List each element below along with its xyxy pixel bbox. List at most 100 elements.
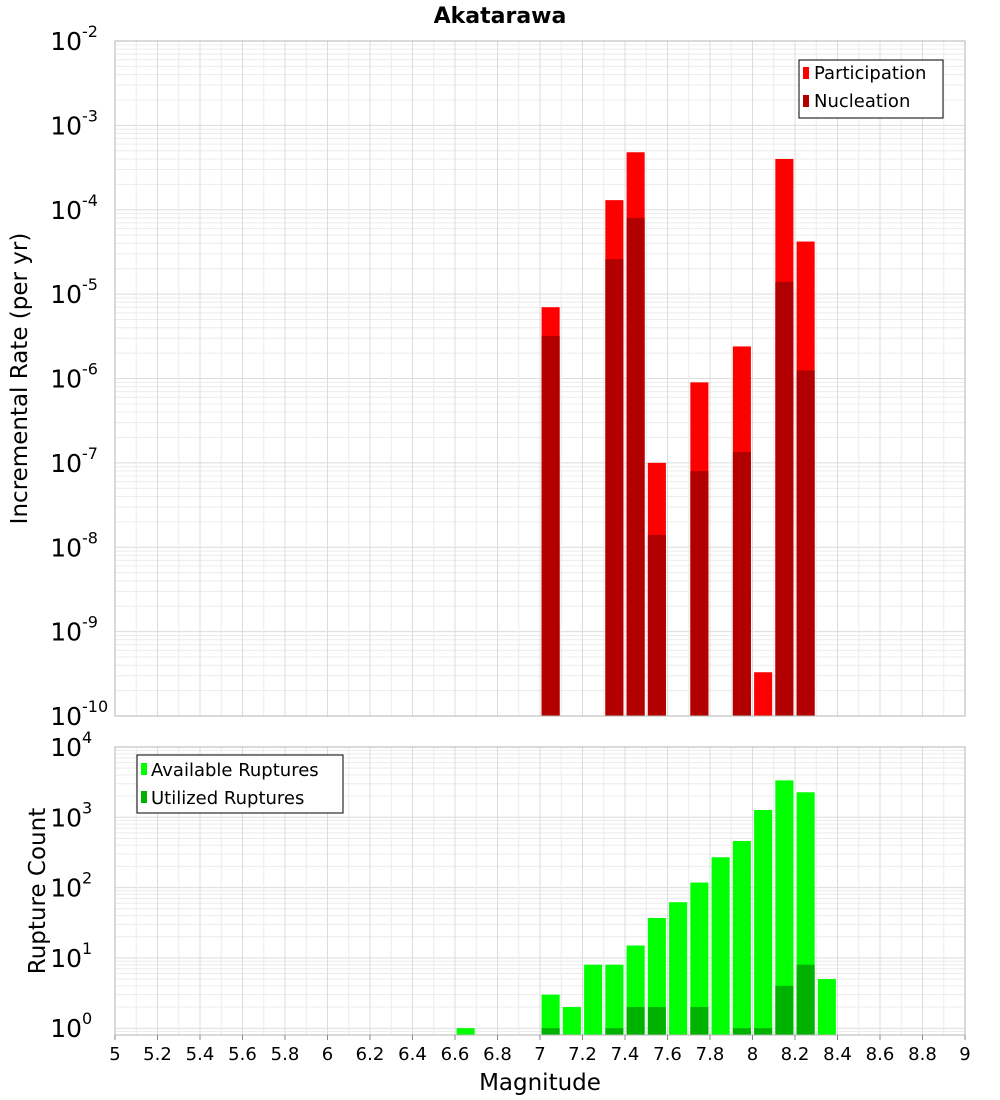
- y-tick-base: 10: [50, 874, 82, 903]
- y-tick-exponent: -5: [82, 275, 98, 294]
- y-tick-base: 10: [50, 618, 82, 647]
- y-tick-label: 10 0: [50, 1009, 92, 1043]
- y-tick-exponent: -6: [82, 360, 98, 379]
- x-tick-label: 8.8: [908, 1044, 937, 1065]
- y-tick-label: 10 -4: [50, 191, 98, 225]
- y-tick-base: 10: [50, 733, 82, 762]
- nucleation-bar: [732, 451, 751, 716]
- available-ruptures-bar: [775, 780, 794, 1035]
- y-tick-label: 10 -6: [50, 360, 98, 394]
- participation-legend-swatch: [803, 67, 809, 79]
- utilized-ruptures-bar: [626, 1007, 645, 1035]
- rate-plot-frame: [114, 40, 966, 717]
- chart-title: Akatarawa: [434, 4, 567, 29]
- nucleation-legend-label: Nucleation: [814, 91, 910, 112]
- y-tick-exponent: -4: [82, 191, 98, 210]
- available-legend-swatch: [141, 763, 147, 775]
- utilized-ruptures-bar: [541, 1028, 560, 1035]
- rate-legend-box: [798, 59, 944, 119]
- utilized-ruptures-bar: [732, 1028, 751, 1035]
- available-ruptures-bar: [690, 882, 709, 1035]
- y-tick-label: 10 3: [50, 798, 92, 832]
- rate-gridlines: [114, 41, 966, 717]
- count-legend-box: [136, 754, 344, 814]
- y-tick-exponent: -7: [82, 444, 98, 463]
- y-tick-base: 10: [50, 533, 82, 562]
- y-tick-base: 10: [50, 803, 82, 832]
- nucleation-legend-swatch: [803, 95, 809, 107]
- y-tick-exponent: -3: [82, 106, 98, 125]
- y-tick-exponent: 1: [82, 939, 92, 958]
- x-ticks: 5 5.2 5.4 5.6 5.8 6 6.2 6.4 6.6 6.8 7 7.2 7.4 7.6 7.8 8…: [109, 1035, 971, 1065]
- x-tick-label: 6.6: [441, 1044, 470, 1065]
- nucleation-bar: [796, 370, 815, 716]
- count-gridlines: [114, 747, 966, 1036]
- count-y-axis-label: Rupture Count: [25, 808, 51, 974]
- y-tick-exponent: 0: [82, 1009, 92, 1028]
- y-tick-exponent: 4: [82, 728, 92, 747]
- rate-legend: Participation Nucleation: [798, 59, 944, 119]
- available-ruptures-bar: [711, 857, 730, 1035]
- y-tick-label: 10 -2: [50, 22, 98, 56]
- y-tick-base: 10: [50, 449, 82, 478]
- available-ruptures-bar: [732, 841, 751, 1035]
- utilized-ruptures-bar: [647, 1007, 666, 1035]
- x-tick-label: 7.6: [653, 1044, 682, 1065]
- y-tick-label: 10 -5: [50, 275, 98, 309]
- nucleation-bar: [647, 534, 666, 716]
- y-tick-base: 10: [50, 1014, 82, 1043]
- available-ruptures-bar: [605, 964, 624, 1035]
- x-tick-label: 6.2: [356, 1044, 385, 1065]
- x-tick-label: 8.6: [866, 1044, 895, 1065]
- count-bars: [456, 780, 836, 1035]
- y-tick-label: 10 2: [50, 869, 92, 903]
- x-tick-label: 7.8: [696, 1044, 725, 1065]
- count-legend: Available Ruptures Utilized Ruptures: [136, 754, 344, 814]
- available-ruptures-bar: [541, 994, 560, 1035]
- x-tick-label: 5.4: [186, 1044, 215, 1065]
- nucleation-bar: [605, 259, 624, 716]
- x-tick-label: 7.2: [568, 1044, 597, 1065]
- y-tick-label: 10 -7: [50, 444, 98, 478]
- available-ruptures-bar: [647, 917, 666, 1035]
- y-tick-exponent: 3: [82, 798, 92, 817]
- utilized-ruptures-bar: [796, 964, 815, 1035]
- available-ruptures-bar: [456, 1028, 475, 1035]
- nucleation-bar: [541, 335, 560, 716]
- y-tick-exponent: -9: [82, 613, 98, 632]
- x-tick-label: 9: [959, 1044, 970, 1065]
- rate-y-axis-label: Incremental Rate (per yr): [7, 233, 33, 525]
- utilized-legend-swatch: [141, 791, 147, 803]
- x-tick-label: 5.2: [143, 1044, 172, 1065]
- y-tick-base: 10: [50, 280, 82, 309]
- rate-bars: [541, 152, 815, 717]
- x-tick-label: 6: [322, 1044, 333, 1065]
- y-tick-base: 10: [50, 196, 82, 225]
- x-tick-label: 5.6: [228, 1044, 257, 1065]
- participation-bar: [754, 672, 773, 716]
- x-tick-label: 7: [534, 1044, 545, 1065]
- y-tick-base: 10: [50, 365, 82, 394]
- available-ruptures-bar: [817, 979, 836, 1035]
- y-tick-exponent: -2: [82, 22, 98, 41]
- y-tick-base: 10: [50, 111, 82, 140]
- x-tick-label: 8: [747, 1044, 758, 1065]
- y-tick-label: 10 1: [50, 939, 92, 973]
- nucleation-bar: [690, 471, 709, 716]
- y-tick-label: 10 -10: [50, 697, 108, 731]
- x-axis-label: Magnitude: [479, 1070, 601, 1096]
- available-ruptures-bar: [562, 1007, 581, 1035]
- available-legend-label: Available Ruptures: [151, 760, 319, 781]
- utilized-ruptures-bar: [754, 1028, 773, 1035]
- y-tick-label: 10 -9: [50, 613, 98, 647]
- x-tick-label: 7.4: [611, 1044, 640, 1065]
- available-ruptures-bar: [669, 902, 688, 1035]
- y-tick-base: 10: [50, 702, 82, 731]
- x-tick-label: 8.2: [781, 1044, 810, 1065]
- x-tick-label: 6.4: [398, 1044, 427, 1065]
